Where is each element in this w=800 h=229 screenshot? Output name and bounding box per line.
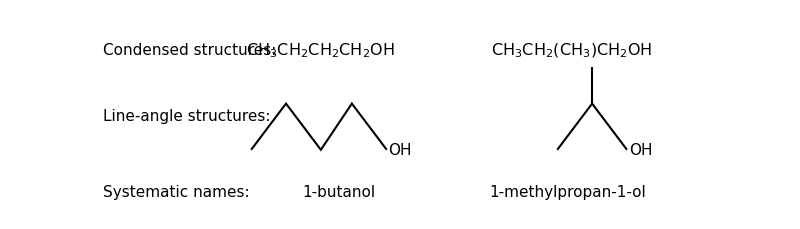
Text: Condensed structures:: Condensed structures: [103,43,277,58]
Text: Line-angle structures:: Line-angle structures: [103,108,270,123]
Text: CH$_3$CH$_2$CH$_2$CH$_2$OH: CH$_3$CH$_2$CH$_2$CH$_2$OH [246,41,394,60]
Text: 1-methylpropan-1-ol: 1-methylpropan-1-ol [490,184,646,199]
Text: CH$_3$CH$_2$(CH$_3$)CH$_2$OH: CH$_3$CH$_2$(CH$_3$)CH$_2$OH [490,41,652,60]
Text: 1-butanol: 1-butanol [302,184,375,199]
Text: OH: OH [629,143,652,158]
Text: OH: OH [389,143,412,158]
Text: Systematic names:: Systematic names: [103,184,250,199]
